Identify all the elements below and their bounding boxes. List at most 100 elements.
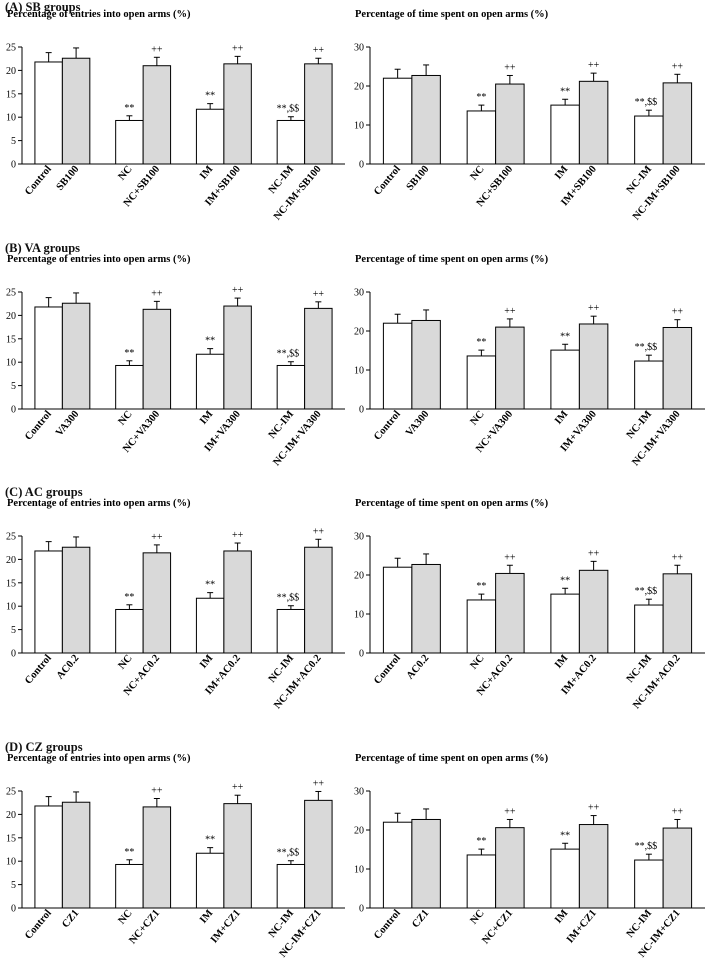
chart-panel-7: Percentage of time spent on open arms (%… <box>354 753 705 960</box>
y-tick-label: 15 <box>6 89 16 100</box>
y-tick-label: 25 <box>6 532 16 543</box>
section-title-b: (B) VA groups <box>5 241 81 255</box>
y-tick-label: 10 <box>354 610 364 621</box>
y-tick-label: 0 <box>11 649 16 660</box>
significance-label: ** <box>124 847 134 858</box>
significance-label: **,$$ <box>635 841 658 852</box>
category-label: Control <box>23 164 54 198</box>
y-tick-label: 30 <box>354 43 364 54</box>
chart-title: Percentage of time spent on open arms (%… <box>355 498 549 509</box>
significance-label: ++ <box>588 548 600 559</box>
bar-NC <box>466 854 497 909</box>
significance-label: ++ <box>151 288 163 299</box>
bar-Control <box>382 821 413 909</box>
bar-IM+VA300 <box>578 323 609 410</box>
bar-NC-IM+VA300 <box>662 326 693 410</box>
category-label: IM <box>553 409 570 427</box>
bar-NC-IM <box>276 364 306 410</box>
bar-CZ1 <box>411 818 441 909</box>
bar-NC+SB100 <box>495 83 525 165</box>
significance-label: ++ <box>232 530 244 541</box>
bar-IM <box>195 108 225 165</box>
category-label: IM <box>553 653 570 671</box>
significance-label: ++ <box>588 803 600 814</box>
significance-label: ++ <box>588 303 600 314</box>
significance-label: ++ <box>151 785 163 796</box>
y-tick-label: 5 <box>11 625 16 636</box>
bar-NC-IM <box>634 859 664 909</box>
bar-IM+CZ1 <box>578 824 609 909</box>
bar-IM <box>195 852 225 909</box>
significance-label: ** <box>124 348 134 359</box>
category-label: IM+CZ1 <box>565 908 599 946</box>
significance-label: **,$$ <box>277 349 300 360</box>
category-label: Control <box>372 653 403 687</box>
category-label: IM <box>198 164 215 182</box>
bar-NC+AC0.2 <box>495 572 525 654</box>
category-label: NC-IM <box>625 164 654 196</box>
category-label: Control <box>23 653 54 687</box>
significance-label: ++ <box>232 285 244 296</box>
bar-IM <box>550 104 580 165</box>
bar-NC+VA300 <box>495 326 525 410</box>
bar-IM <box>550 593 580 654</box>
bar-IM+VA300 <box>223 305 252 410</box>
y-tick-label: 30 <box>354 787 364 798</box>
y-tick-label: 20 <box>354 82 364 93</box>
y-tick-label: 5 <box>11 880 16 891</box>
significance-label: ** <box>476 337 486 348</box>
bar-Control <box>382 322 413 410</box>
significance-label: ** <box>560 331 570 342</box>
bar-IM+AC0.2 <box>223 550 252 654</box>
chart-title: Percentage of entries into open arms (%) <box>7 753 191 764</box>
bar-IM+AC0.2 <box>578 569 609 654</box>
bar-NC <box>115 364 144 410</box>
y-tick-label: 20 <box>6 311 16 322</box>
category-label: NC <box>469 653 487 672</box>
category-label: Control <box>23 409 54 443</box>
y-tick-label: 0 <box>11 904 16 915</box>
significance-label: **,$$ <box>635 97 658 108</box>
bar-AC0.2 <box>61 546 91 654</box>
bar-IM <box>550 349 580 410</box>
y-tick-label: 20 <box>354 826 364 837</box>
significance-label: ++ <box>313 289 325 300</box>
category-label: NC+CZ1 <box>480 908 515 946</box>
bar-AC0.2 <box>411 563 441 654</box>
significance-label: ** <box>560 830 570 841</box>
y-tick-label: 0 <box>359 160 364 171</box>
y-tick-label: 20 <box>354 327 364 338</box>
significance-label: ++ <box>588 60 600 71</box>
y-tick-label: 20 <box>354 571 364 582</box>
y-tick-label: 10 <box>6 113 16 124</box>
significance-label: ++ <box>504 306 516 317</box>
y-tick-label: 0 <box>11 160 16 171</box>
y-tick-label: 10 <box>354 121 364 132</box>
significance-label: ** <box>205 91 215 102</box>
y-tick-label: 20 <box>6 66 16 77</box>
chart-title: Percentage of time spent on open arms (%… <box>355 254 549 265</box>
y-tick-label: 30 <box>354 532 364 543</box>
chart-panel-6: Percentage of entries into open arms (%)… <box>6 753 345 960</box>
chart-panel-2: Percentage of entries into open arms (%)… <box>6 254 345 468</box>
significance-label: ** <box>560 575 570 586</box>
significance-label: ** <box>476 92 486 103</box>
significance-label: **,$$ <box>635 342 658 353</box>
y-tick-label: 15 <box>6 334 16 345</box>
significance-label: **,$$ <box>277 848 300 859</box>
bar-IM+SB100 <box>223 63 252 165</box>
bar-NC-IM+SB100 <box>304 63 333 165</box>
y-tick-label: 10 <box>6 358 16 369</box>
bar-NC <box>466 599 497 654</box>
category-label: NC-IM <box>625 409 654 441</box>
category-label: IM <box>198 409 215 427</box>
category-label: NC <box>117 653 135 672</box>
category-label: Control <box>372 409 403 443</box>
y-tick-label: 25 <box>6 787 16 798</box>
y-tick-label: 0 <box>11 405 16 416</box>
category-label: IM+CZ1 <box>209 908 243 946</box>
category-label: Control <box>23 908 54 942</box>
category-label: NC <box>469 908 487 927</box>
bar-Control <box>34 550 63 654</box>
